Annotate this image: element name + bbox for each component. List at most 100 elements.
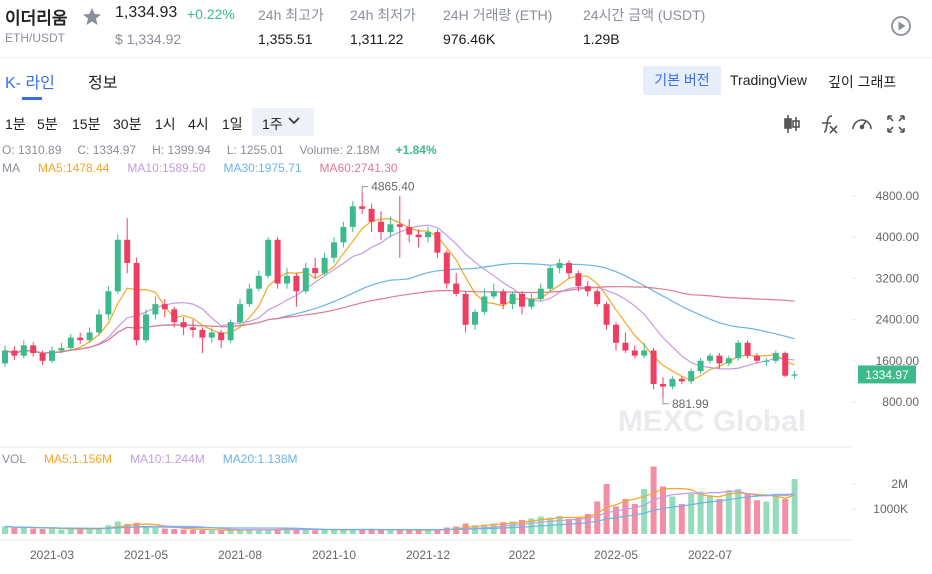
x-tick-label: 2022-07 (688, 548, 732, 562)
divider (0, 57, 932, 58)
view-button[interactable]: 기본 버전 (643, 66, 721, 95)
watermark: MEXC Global (618, 405, 806, 438)
candle-body (594, 291, 601, 305)
volume-bar (105, 525, 112, 534)
candle-body (406, 226, 413, 235)
ma-legend-item: MA10:1589.50 (127, 161, 206, 175)
interval[interactable]: 5분 (37, 116, 58, 132)
volume-bar (744, 494, 751, 534)
price-change: +0.22% (187, 6, 235, 22)
volume-bar (425, 530, 431, 534)
candle-body (425, 232, 431, 238)
volume-bar (378, 530, 384, 534)
y-tick-label: 2400.00 (876, 313, 920, 327)
candle-body (631, 350, 638, 356)
candle-body (660, 383, 666, 387)
interval[interactable]: 1일 (222, 116, 243, 132)
candle-body (415, 234, 422, 238)
volume-ma-line (4, 490, 795, 531)
x-tick-label: 2021-10 (312, 548, 356, 562)
play-button[interactable] (890, 15, 912, 37)
interval[interactable]: 4시 (188, 116, 209, 132)
volume-bar (641, 489, 648, 534)
volume-bar (274, 529, 281, 534)
info-item: L: 1255.01 (226, 143, 284, 157)
interval[interactable]: 1분 (5, 116, 26, 132)
volume-bar (218, 530, 225, 534)
view-button[interactable]: 깊이 그래프 (828, 74, 897, 90)
annotation-pointer (361, 186, 369, 193)
y-tick-label: 4000.00 (876, 230, 920, 244)
volume-bar (707, 495, 713, 534)
volume-bar (284, 528, 290, 534)
candle-body (265, 239, 272, 276)
candle-body (359, 206, 366, 209)
stat-label: 24h 최저가 (350, 7, 416, 23)
volume-bar (30, 528, 37, 534)
interval-selected[interactable] (252, 108, 314, 136)
info-item: O: 1310.89 (2, 143, 62, 157)
ma-legend: MA MA5:1478.44 MA10:1589.50 MA30:1975.71 MA… (2, 161, 398, 175)
tab[interactable]: 정보 (88, 75, 118, 92)
dropdown-arrow (288, 117, 300, 125)
candle-body (20, 345, 27, 356)
volume-bar (152, 527, 159, 534)
stat-label: 24H 거래량 (ETH) (443, 7, 553, 23)
volume-bar (49, 528, 55, 534)
volume-bar (584, 514, 591, 534)
volume-bar (180, 529, 187, 534)
volume-bars (2, 466, 798, 534)
y-tick-label: 2M (891, 477, 908, 491)
candle-body (443, 252, 450, 284)
volume-bar (453, 526, 460, 534)
favorite-star[interactable] (82, 7, 102, 27)
candle-body (331, 242, 337, 258)
candle-body (453, 283, 460, 294)
stat-value: 1.29B (583, 31, 620, 47)
interval[interactable]: 1주 (262, 116, 283, 132)
volume-bar (772, 496, 779, 534)
candle-body (641, 350, 648, 356)
x-tick-label: 2021-08 (218, 548, 262, 562)
candle-body (133, 262, 140, 341)
candle-body (387, 224, 394, 233)
candle-body (519, 293, 525, 307)
y-tick-label: 4800.00 (876, 189, 920, 203)
ma-line (4, 286, 795, 354)
candle-body (556, 262, 563, 269)
view-button[interactable]: TradingView (730, 72, 808, 88)
stat-value: 1,355.51 (258, 31, 313, 47)
candle-body (284, 275, 290, 284)
info-item: Volume: 2.18M (299, 143, 380, 157)
interval[interactable]: 30분 (113, 116, 142, 132)
stat-label: 24h 최고가 (258, 7, 324, 23)
interval[interactable]: 15분 (72, 116, 101, 132)
tab[interactable]: K- 라인 (5, 75, 55, 92)
interval[interactable]: 1시 (155, 116, 176, 132)
low-label: 881.99 (672, 397, 709, 411)
volume-bar (791, 479, 798, 534)
volume-bar (58, 529, 65, 534)
candle-body (274, 239, 281, 284)
y-tick-label: 800.00 (882, 395, 919, 409)
candle-body (754, 355, 760, 361)
volume-bar (434, 529, 441, 534)
candle-body (472, 311, 478, 325)
toolbar-icons[interactable] (780, 112, 920, 136)
volume-bar (190, 529, 196, 534)
candle-body (396, 224, 403, 227)
volume-bar (406, 530, 413, 534)
volume-bar (575, 517, 582, 534)
candle-body (49, 350, 55, 361)
volume-bar (96, 528, 102, 534)
candle-body (622, 342, 629, 351)
volume-bar (754, 500, 760, 534)
volume-bar (312, 530, 319, 534)
candle-body (302, 268, 309, 292)
stat-value: 1,311.22 (350, 31, 404, 47)
candle-body (11, 350, 18, 356)
volume-bar (246, 529, 253, 534)
candle-body (190, 327, 196, 330)
